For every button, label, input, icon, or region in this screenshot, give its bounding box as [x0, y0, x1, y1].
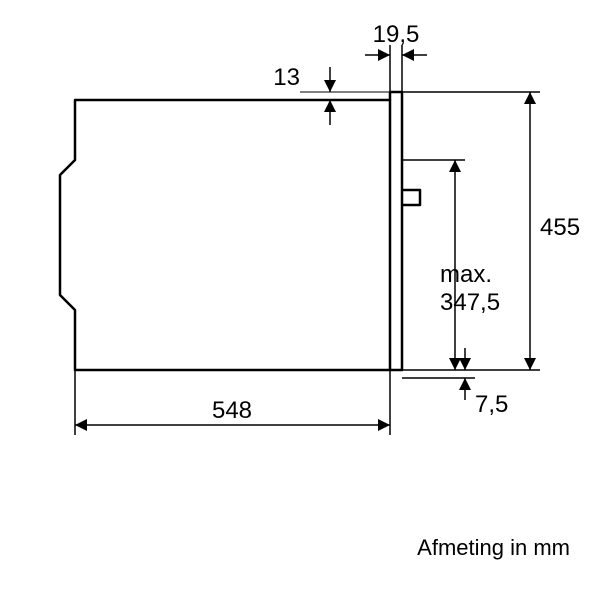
dim-19-5: 19,5 [365, 21, 427, 55]
dim-7-5-label: 7,5 [475, 391, 508, 418]
dim-7-5: 7,5 [465, 348, 508, 418]
dim-455-label: 455 [540, 214, 580, 241]
dim-548: 548 [75, 397, 390, 425]
extension-lines [75, 45, 540, 435]
units-footer: Afmeting in mm [417, 535, 570, 560]
appliance-outline [60, 92, 420, 370]
dim-max-label-1: max. [440, 261, 492, 288]
dim-13-label: 13 [273, 64, 300, 91]
dim-13: 13 [273, 64, 330, 125]
dim-max-347-5: max. 347,5 [440, 160, 500, 370]
dim-455: 455 [530, 92, 580, 370]
dim-max-label-2: 347,5 [440, 289, 500, 316]
dim-548-label: 548 [212, 397, 252, 424]
dim-19-5-label: 19,5 [373, 21, 420, 48]
dimension-diagram: 548 455 19,5 13 max. 347,5 7,5 Afmeting … [0, 0, 600, 600]
